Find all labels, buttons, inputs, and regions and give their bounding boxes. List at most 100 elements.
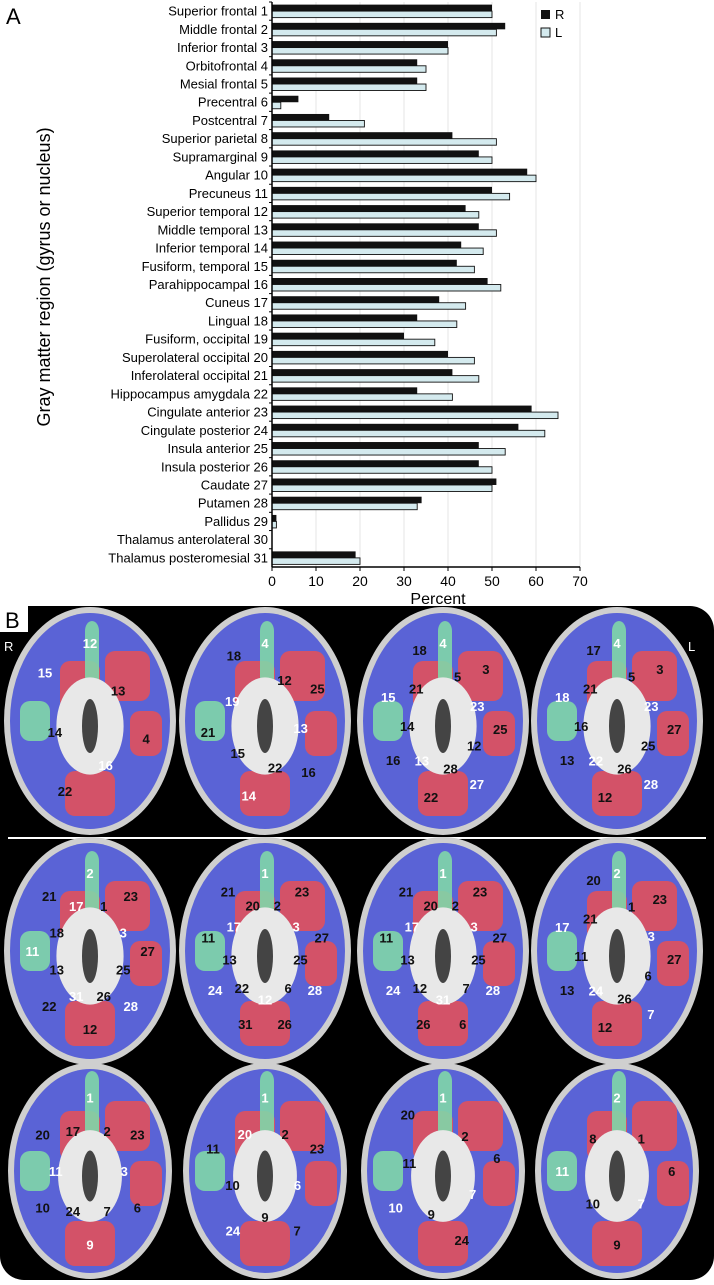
bar-r xyxy=(272,314,418,321)
bar-r xyxy=(272,95,299,103)
y-axis-title: Gray matter region (gyrus or nucleus) xyxy=(34,127,54,426)
bar-l xyxy=(271,10,493,19)
bar-r xyxy=(272,241,462,249)
x-tick-label: 30 xyxy=(396,573,412,589)
region-number-label: 1 xyxy=(86,1091,93,1106)
bar-l xyxy=(271,484,493,492)
brain-slice: 4 12 25 13 16 22 14 15 21 19 18 xyxy=(179,607,351,835)
region-number-label: 7 xyxy=(638,1196,645,1211)
region-number-label: 24 xyxy=(386,983,401,998)
region-number-label: 27 xyxy=(492,930,506,945)
region-overlay xyxy=(65,771,115,816)
region-number-label: 13 xyxy=(560,753,574,768)
region-number-label: 22 xyxy=(589,753,603,768)
region-overlay xyxy=(592,1001,642,1046)
ventricle xyxy=(609,699,625,753)
region-number-label: 12 xyxy=(277,673,291,688)
bar-l xyxy=(271,557,361,565)
region-number-label: 31 xyxy=(69,989,83,1004)
bar-r xyxy=(272,296,440,303)
bar-r xyxy=(272,59,418,66)
region-overlay xyxy=(260,621,274,691)
category-label: Fusiform, occipital 19 xyxy=(145,332,268,347)
bar-l xyxy=(271,320,458,328)
region-number-label: 17 xyxy=(555,920,569,935)
region-number-label: 22 xyxy=(268,761,282,776)
region-overlay xyxy=(280,651,325,701)
region-number-label: 20 xyxy=(401,1108,415,1123)
region-overlay xyxy=(632,651,677,701)
region-number-label: 11 xyxy=(201,930,215,945)
region-number-label: 3 xyxy=(293,920,300,935)
bar-l xyxy=(271,47,449,55)
region-number-label: 21 xyxy=(409,681,423,696)
bar-l xyxy=(271,502,418,511)
region-number-label: 1 xyxy=(100,899,107,914)
region-overlay xyxy=(373,931,403,971)
region-number-label: 17 xyxy=(227,920,241,935)
side-label-l: L xyxy=(688,639,695,654)
region-number-label: 2 xyxy=(86,866,93,881)
region-overlay xyxy=(438,851,452,921)
bar-r xyxy=(272,514,277,522)
region-number-label: 3 xyxy=(120,925,127,940)
region-number-label: 19 xyxy=(225,694,239,709)
bar-l xyxy=(271,393,453,401)
bar-l xyxy=(271,174,537,183)
region-number-label: 12 xyxy=(413,981,427,996)
region-number-label: 11 xyxy=(379,930,393,945)
region-overlay xyxy=(195,1151,225,1191)
region-number-label: 7 xyxy=(294,1223,301,1238)
region-number-label: 11 xyxy=(26,944,40,959)
region-overlay xyxy=(547,931,577,971)
region-number-label: 28 xyxy=(443,762,457,777)
region-number-label: 1 xyxy=(261,1091,268,1106)
region-number-label: 9 xyxy=(428,1207,435,1222)
region-number-label: 22 xyxy=(58,784,72,799)
region-number-label: 25 xyxy=(493,722,507,737)
region-number-label: 23 xyxy=(310,1141,324,1156)
region-number-label: 14 xyxy=(48,725,63,740)
category-label: Hippocampus amygdala 22 xyxy=(110,386,268,401)
region-overlay xyxy=(458,881,503,931)
region-number-label: 24 xyxy=(454,1233,469,1248)
bar-l xyxy=(271,247,484,255)
region-overlay xyxy=(305,941,337,986)
region-number-label: 24 xyxy=(589,983,604,998)
bar-r xyxy=(272,478,497,485)
region-number-label: 13 xyxy=(50,963,64,978)
region-number-label: 6 xyxy=(493,1151,500,1166)
category-label: Parahippocampal 16 xyxy=(149,277,268,292)
region-number-label: 4 xyxy=(261,636,269,651)
region-number-label: 21 xyxy=(583,681,597,696)
bar-l xyxy=(271,28,497,37)
category-label: Inferolateral occipital 21 xyxy=(131,368,268,383)
bar-r xyxy=(272,259,457,267)
ventricle xyxy=(257,699,273,753)
region-overlay xyxy=(592,1221,642,1266)
category-label: Inferior frontal 3 xyxy=(177,40,268,55)
region-overlay xyxy=(547,1151,577,1191)
region-overlay xyxy=(130,941,162,986)
bar-r xyxy=(272,77,418,85)
category-label: Superolateral occipital 20 xyxy=(122,350,268,365)
region-overlay xyxy=(657,711,689,756)
panel-b-label: B xyxy=(5,608,20,633)
panel-b-label-box xyxy=(0,606,28,632)
category-label: Angular 10 xyxy=(205,168,268,183)
category-label: Pallidus 29 xyxy=(204,514,268,529)
region-number-label: 20 xyxy=(423,898,437,913)
region-number-label: 26 xyxy=(277,1017,291,1032)
category-label: Postcentral 7 xyxy=(192,113,268,128)
region-number-label: 13 xyxy=(415,753,429,768)
bar-r xyxy=(272,150,479,157)
region-overlay xyxy=(280,1101,325,1151)
bar-r xyxy=(272,41,448,48)
category-label: Superior frontal 1 xyxy=(168,4,268,19)
bar-l xyxy=(271,411,559,420)
region-number-label: 25 xyxy=(310,682,324,697)
region-number-label: 22 xyxy=(424,790,438,805)
region-number-label: 12 xyxy=(83,1022,97,1037)
category-label: Orbitofrontal 4 xyxy=(186,58,268,73)
